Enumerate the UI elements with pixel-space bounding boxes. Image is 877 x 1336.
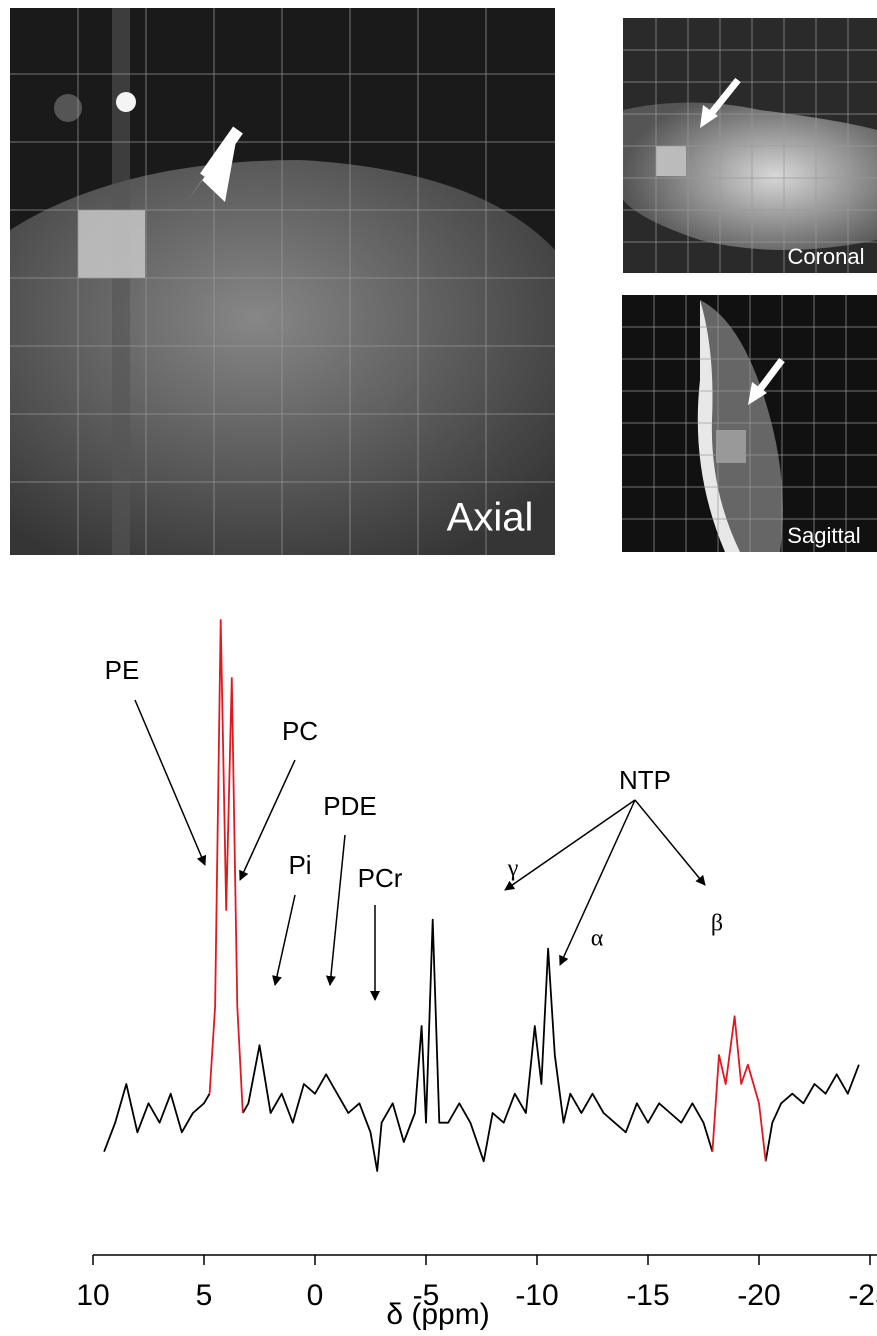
annotation: γ [507,856,519,882]
annotation: β [711,911,723,937]
x-tick-label: -25 [848,1279,877,1312]
annotation-arrow [505,800,635,890]
axial-image: Axial [10,8,555,555]
panel-label: Sagittal [787,523,860,548]
x-tick-label: -15 [626,1279,669,1312]
annotation: Pi [288,850,311,880]
sagittal-image: Sagittal [622,295,877,552]
x-tick-label: 0 [307,1279,324,1312]
annotation-arrow [275,895,295,985]
annotation: NTP [619,765,671,795]
annotation-arrow [635,800,705,885]
panel-label: Coronal [787,244,864,269]
annotation: PC [282,716,318,746]
x-tick-label: 5 [196,1279,213,1312]
x-axis-label: δ (ppm) [386,1298,489,1331]
figure: Axial Coronal Sagittal 1050-5-10-15-20-2… [0,0,877,1336]
annotation: PCr [358,863,403,893]
x-tick-label: 10 [76,1279,109,1312]
annotation: PDE [323,791,376,821]
annotation: α [591,926,604,952]
annotation: PE [105,655,140,685]
panel-label: Axial [447,496,534,540]
spectrum-line [104,920,859,1171]
annotation-arrow [135,700,205,865]
x-tick-label: -20 [737,1279,780,1312]
annotation-arrow [330,835,345,985]
annotation-arrow [240,760,295,880]
coronal-image: Coronal [623,18,877,273]
spectrum-line [210,620,766,1161]
x-tick-label: -10 [515,1279,558,1312]
